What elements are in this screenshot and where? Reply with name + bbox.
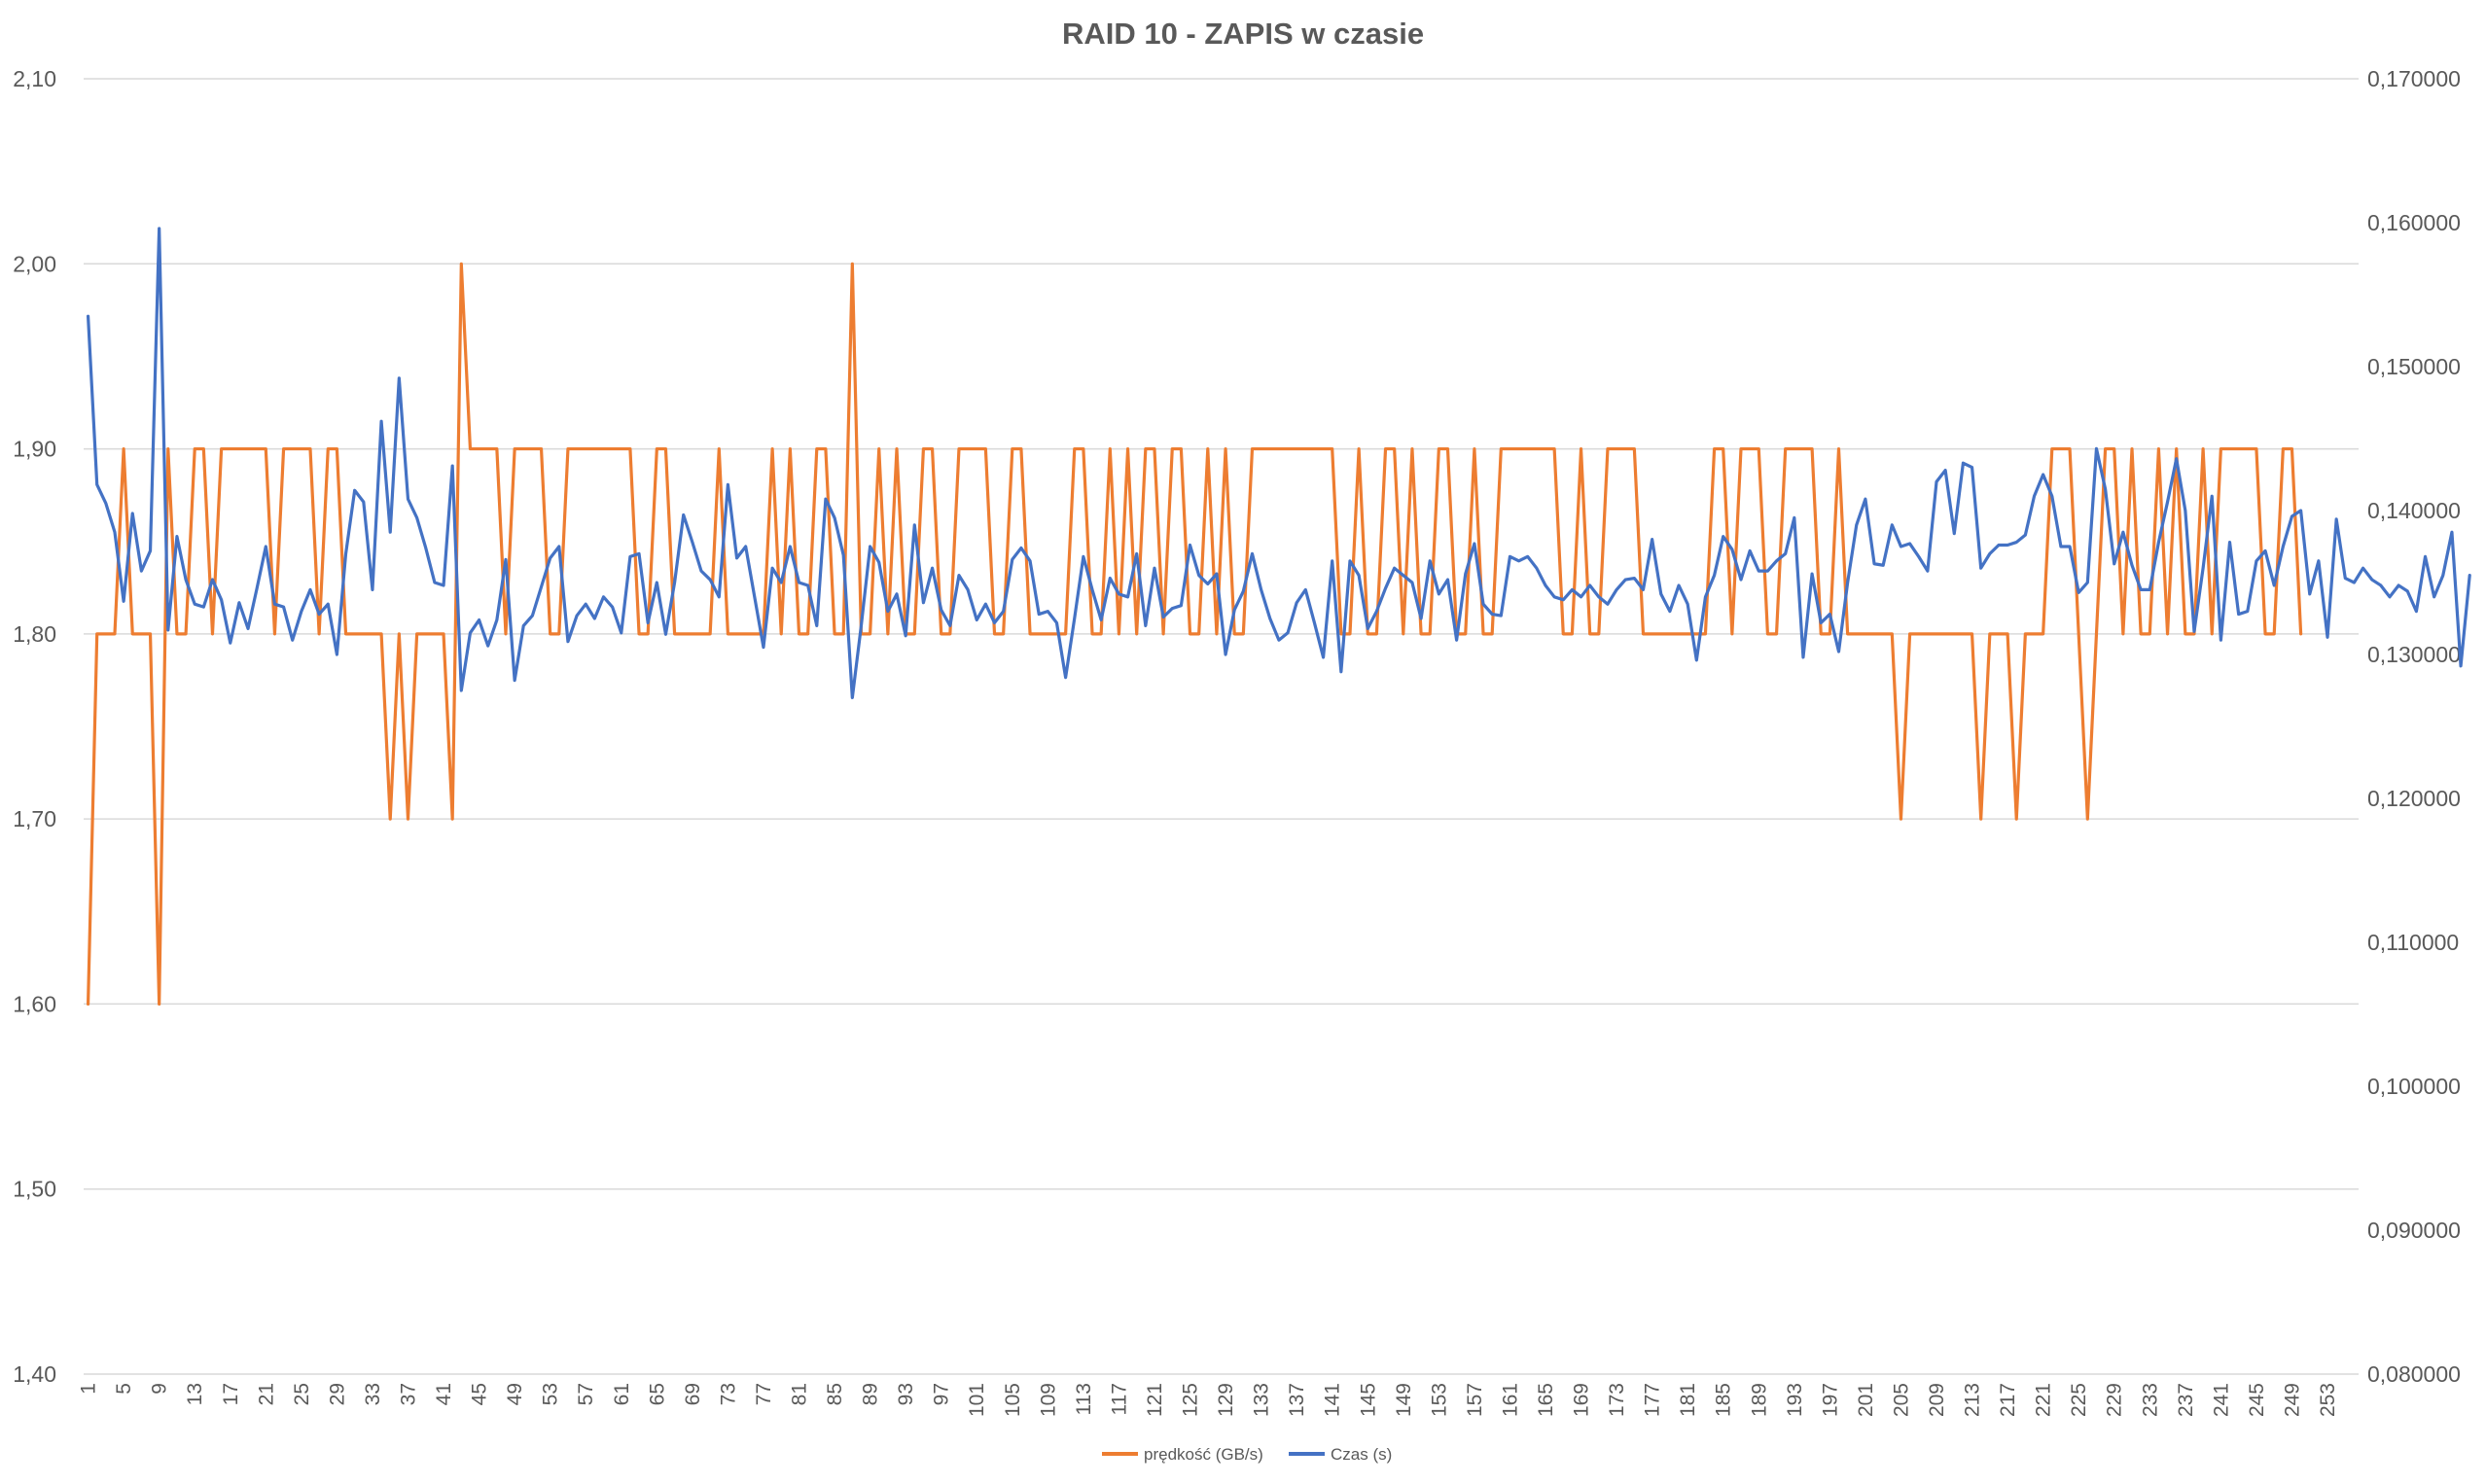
gridlines [84, 78, 2359, 1375]
x-tick-label: 113 [1073, 1383, 1095, 1415]
x-tick-label: 157 [1464, 1383, 1486, 1417]
series-line-speed [86, 262, 2303, 1007]
x-tick-label: 97 [931, 1383, 953, 1405]
legend: prędkość (GB/s) Czas (s) [1102, 1445, 1392, 1464]
x-tick-label: 233 [2139, 1383, 2161, 1417]
left-tick-label: 2,10 [13, 66, 56, 91]
left-tick-label: 1,90 [13, 437, 56, 462]
right-tick-label: 0,170000 [2367, 66, 2461, 91]
x-tick-label: 37 [397, 1383, 419, 1405]
x-tick-label: 205 [1890, 1383, 1912, 1417]
x-tick-label: 133 [1251, 1383, 1273, 1417]
left-tick-label: 1,50 [13, 1177, 56, 1202]
x-tick-label: 125 [1180, 1383, 1202, 1417]
x-tick-label: 253 [2317, 1383, 2339, 1417]
x-tick-label: 165 [1535, 1383, 1557, 1417]
x-tick-label: 45 [469, 1383, 491, 1405]
x-tick-label: 229 [2104, 1383, 2126, 1417]
x-tick-label: 137 [1286, 1383, 1308, 1417]
right-axis-ticks: 0,080000 0,090000 0,100000 0,110000 0,120000… [2367, 66, 2461, 1387]
x-tick-label: 65 [646, 1383, 668, 1405]
x-tick-label: 89 [860, 1383, 882, 1405]
x-tick-label: 13 [184, 1383, 206, 1405]
x-tick-label: 1 [78, 1383, 100, 1395]
legend-label-speed: prędkość (GB/s) [1144, 1445, 1263, 1464]
right-tick-label: 0,090000 [2367, 1218, 2461, 1243]
x-tick-label: 149 [1393, 1383, 1415, 1417]
x-tick-label: 53 [540, 1383, 562, 1405]
x-tick-label: 49 [504, 1383, 526, 1405]
right-tick-label: 0,120000 [2367, 786, 2461, 811]
x-tick-label: 249 [2281, 1383, 2303, 1417]
right-tick-label: 0,160000 [2367, 210, 2461, 235]
x-tick-label: 85 [824, 1383, 846, 1405]
left-tick-label: 1,40 [13, 1361, 56, 1387]
right-tick-label: 0,130000 [2367, 642, 2461, 667]
x-tick-label: 161 [1499, 1383, 1521, 1417]
x-tick-label: 225 [2068, 1383, 2090, 1417]
x-tick-label: 21 [255, 1383, 277, 1405]
x-tick-label: 69 [682, 1383, 704, 1405]
x-tick-label: 217 [1997, 1383, 2019, 1417]
x-axis-ticks: 1 5 9 13 17 21 25 29 33 37 41 45 49 53 57 61 65 69 73 77 81 8… [78, 1383, 2339, 1417]
x-tick-label: 73 [717, 1383, 739, 1405]
x-tick-label: 77 [753, 1383, 775, 1405]
x-tick-label: 105 [1002, 1383, 1024, 1417]
x-tick-label: 153 [1428, 1383, 1450, 1417]
chart-title: RAID 10 - ZAPIS w czasie [1062, 17, 1424, 51]
left-tick-label: 2,00 [13, 251, 56, 276]
x-tick-label: 181 [1677, 1383, 1699, 1417]
left-axis-ticks: 1,40 1,50 1,60 1,70 1,80 1,90 2,00 2,10 [13, 66, 56, 1387]
series-lines [86, 227, 2471, 1007]
right-tick-label: 0,100000 [2367, 1074, 2461, 1099]
left-tick-label: 1,80 [13, 621, 56, 647]
x-tick-label: 189 [1748, 1383, 1770, 1417]
x-tick-label: 245 [2246, 1383, 2268, 1417]
x-tick-label: 169 [1571, 1383, 1593, 1417]
x-tick-label: 197 [1819, 1383, 1841, 1417]
x-tick-label: 145 [1357, 1383, 1379, 1417]
left-tick-label: 1,70 [13, 806, 56, 831]
left-tick-label: 1,60 [13, 991, 56, 1016]
x-tick-label: 177 [1642, 1383, 1664, 1417]
x-tick-label: 129 [1215, 1383, 1237, 1417]
x-tick-label: 141 [1322, 1383, 1344, 1417]
x-tick-label: 17 [220, 1383, 242, 1405]
legend-label-time: Czas (s) [1331, 1445, 1392, 1464]
x-tick-label: 25 [291, 1383, 313, 1405]
right-tick-label: 0,080000 [2367, 1361, 2461, 1387]
x-tick-label: 57 [575, 1383, 597, 1405]
right-tick-label: 0,110000 [2367, 930, 2459, 955]
x-tick-label: 5 [113, 1383, 135, 1395]
x-tick-label: 213 [1962, 1383, 1984, 1417]
x-tick-label: 93 [895, 1383, 917, 1405]
x-tick-label: 9 [149, 1383, 171, 1395]
x-tick-label: 121 [1144, 1383, 1166, 1417]
right-tick-label: 0,150000 [2367, 354, 2461, 379]
x-tick-label: 29 [326, 1383, 348, 1405]
x-tick-label: 173 [1606, 1383, 1628, 1417]
right-tick-label: 0,140000 [2367, 498, 2461, 523]
series-line-time [86, 227, 2471, 700]
x-tick-label: 33 [362, 1383, 384, 1405]
x-tick-label: 117 [1108, 1383, 1130, 1415]
x-tick-label: 61 [611, 1383, 633, 1405]
x-tick-label: 101 [966, 1383, 988, 1417]
x-tick-label: 41 [433, 1383, 455, 1405]
x-tick-label: 209 [1926, 1383, 1948, 1417]
x-tick-label: 193 [1784, 1383, 1806, 1417]
x-tick-label: 109 [1037, 1383, 1059, 1417]
x-tick-label: 221 [2033, 1383, 2055, 1417]
x-tick-label: 201 [1855, 1383, 1877, 1417]
x-tick-label: 241 [2210, 1383, 2232, 1417]
x-tick-label: 185 [1713, 1383, 1735, 1417]
x-tick-label: 81 [789, 1383, 811, 1405]
x-tick-label: 237 [2175, 1383, 2197, 1417]
